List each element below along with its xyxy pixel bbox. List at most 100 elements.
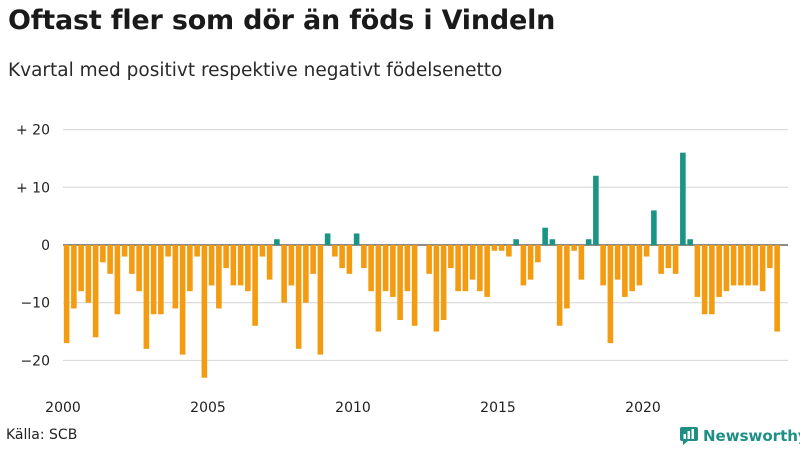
chart-subtitle: Kvartal med positivt respektive negativt… xyxy=(8,60,503,81)
grid-lines xyxy=(63,129,788,361)
bar xyxy=(288,245,295,286)
bar xyxy=(252,245,258,326)
bar xyxy=(614,245,621,280)
bar xyxy=(477,245,483,292)
bar xyxy=(85,245,92,303)
bars xyxy=(63,152,780,378)
bar xyxy=(491,245,498,251)
bar xyxy=(535,245,541,263)
bar xyxy=(506,245,512,257)
bar xyxy=(658,245,664,274)
bar xyxy=(310,245,316,274)
bar xyxy=(281,245,287,303)
bar xyxy=(643,245,650,257)
bar xyxy=(223,245,229,269)
bar xyxy=(245,245,251,292)
bar xyxy=(716,245,722,297)
bar xyxy=(426,245,432,274)
bar xyxy=(513,239,519,245)
bar xyxy=(571,245,577,251)
bar xyxy=(136,245,142,292)
bar xyxy=(651,210,657,245)
bar xyxy=(723,245,730,292)
bar xyxy=(411,245,418,326)
bar xyxy=(549,239,556,245)
y-tick-label: 0 xyxy=(41,238,50,254)
bar xyxy=(680,152,686,245)
bar xyxy=(382,245,389,292)
bar xyxy=(114,245,121,315)
bar xyxy=(636,245,643,286)
x-tick-label: 2020 xyxy=(625,400,661,416)
bar xyxy=(469,245,476,280)
bar xyxy=(767,245,773,269)
bar xyxy=(730,245,737,286)
bar xyxy=(346,245,353,274)
bar xyxy=(71,245,77,309)
bar xyxy=(607,245,614,344)
bar xyxy=(121,245,128,257)
bar xyxy=(158,245,164,315)
bar xyxy=(542,227,548,245)
bar xyxy=(317,245,324,355)
bar xyxy=(143,245,150,349)
y-tick-label: + 10 xyxy=(16,180,50,196)
bar xyxy=(201,245,208,378)
bar xyxy=(187,245,193,292)
bar xyxy=(375,245,382,332)
bar xyxy=(295,245,302,349)
bar xyxy=(484,245,490,297)
bar xyxy=(274,239,280,245)
bar xyxy=(665,245,672,269)
y-tick-label: −20 xyxy=(20,353,50,369)
axis-labels: + 20 + 10 0 −10 −20 2000 2005 2010 2015 2020 xyxy=(16,123,661,416)
bar xyxy=(556,245,563,326)
x-tick-label: 2010 xyxy=(335,400,371,416)
bar xyxy=(520,245,527,286)
x-tick-label: 2005 xyxy=(190,400,226,416)
x-tick-label: 2015 xyxy=(480,400,516,416)
bar-chart: + 20 + 10 0 −10 −20 2000 2005 2010 2015 2020 xyxy=(16,123,788,416)
bar xyxy=(172,245,179,309)
bar xyxy=(129,245,135,274)
bar xyxy=(237,245,244,286)
bar xyxy=(672,245,679,274)
bar xyxy=(390,245,396,297)
bar xyxy=(701,245,708,315)
bar xyxy=(63,245,70,344)
bar xyxy=(752,245,759,286)
bar xyxy=(498,245,505,251)
bar xyxy=(150,245,157,315)
bar xyxy=(361,245,367,269)
bar xyxy=(774,245,780,332)
y-tick-label: −10 xyxy=(20,296,50,312)
bar xyxy=(208,245,215,286)
bar xyxy=(738,245,744,286)
brand-name: Newsworthy xyxy=(703,427,800,445)
x-tick-label: 2000 xyxy=(45,400,81,416)
bar xyxy=(266,245,273,280)
bar xyxy=(629,245,635,292)
bar xyxy=(440,245,447,321)
newsworthy-logo-icon xyxy=(680,427,698,445)
bar xyxy=(230,245,237,286)
bar xyxy=(397,245,403,321)
chart-title: Oftast fler som dör än föds i Vindeln xyxy=(8,5,556,36)
bar xyxy=(368,245,374,292)
bar xyxy=(448,245,454,269)
y-tick-label: + 20 xyxy=(16,123,50,139)
bar xyxy=(745,245,751,286)
bar xyxy=(216,245,222,309)
bar xyxy=(78,245,84,292)
bar xyxy=(165,245,171,257)
bar xyxy=(433,245,440,332)
bar xyxy=(353,233,360,245)
bar xyxy=(455,245,461,292)
bar xyxy=(107,245,113,274)
bar xyxy=(622,245,628,297)
bar xyxy=(709,245,715,315)
bar xyxy=(339,245,345,269)
bar xyxy=(92,245,99,338)
bar xyxy=(324,233,331,245)
source-note: Källa: SCB xyxy=(6,427,78,443)
